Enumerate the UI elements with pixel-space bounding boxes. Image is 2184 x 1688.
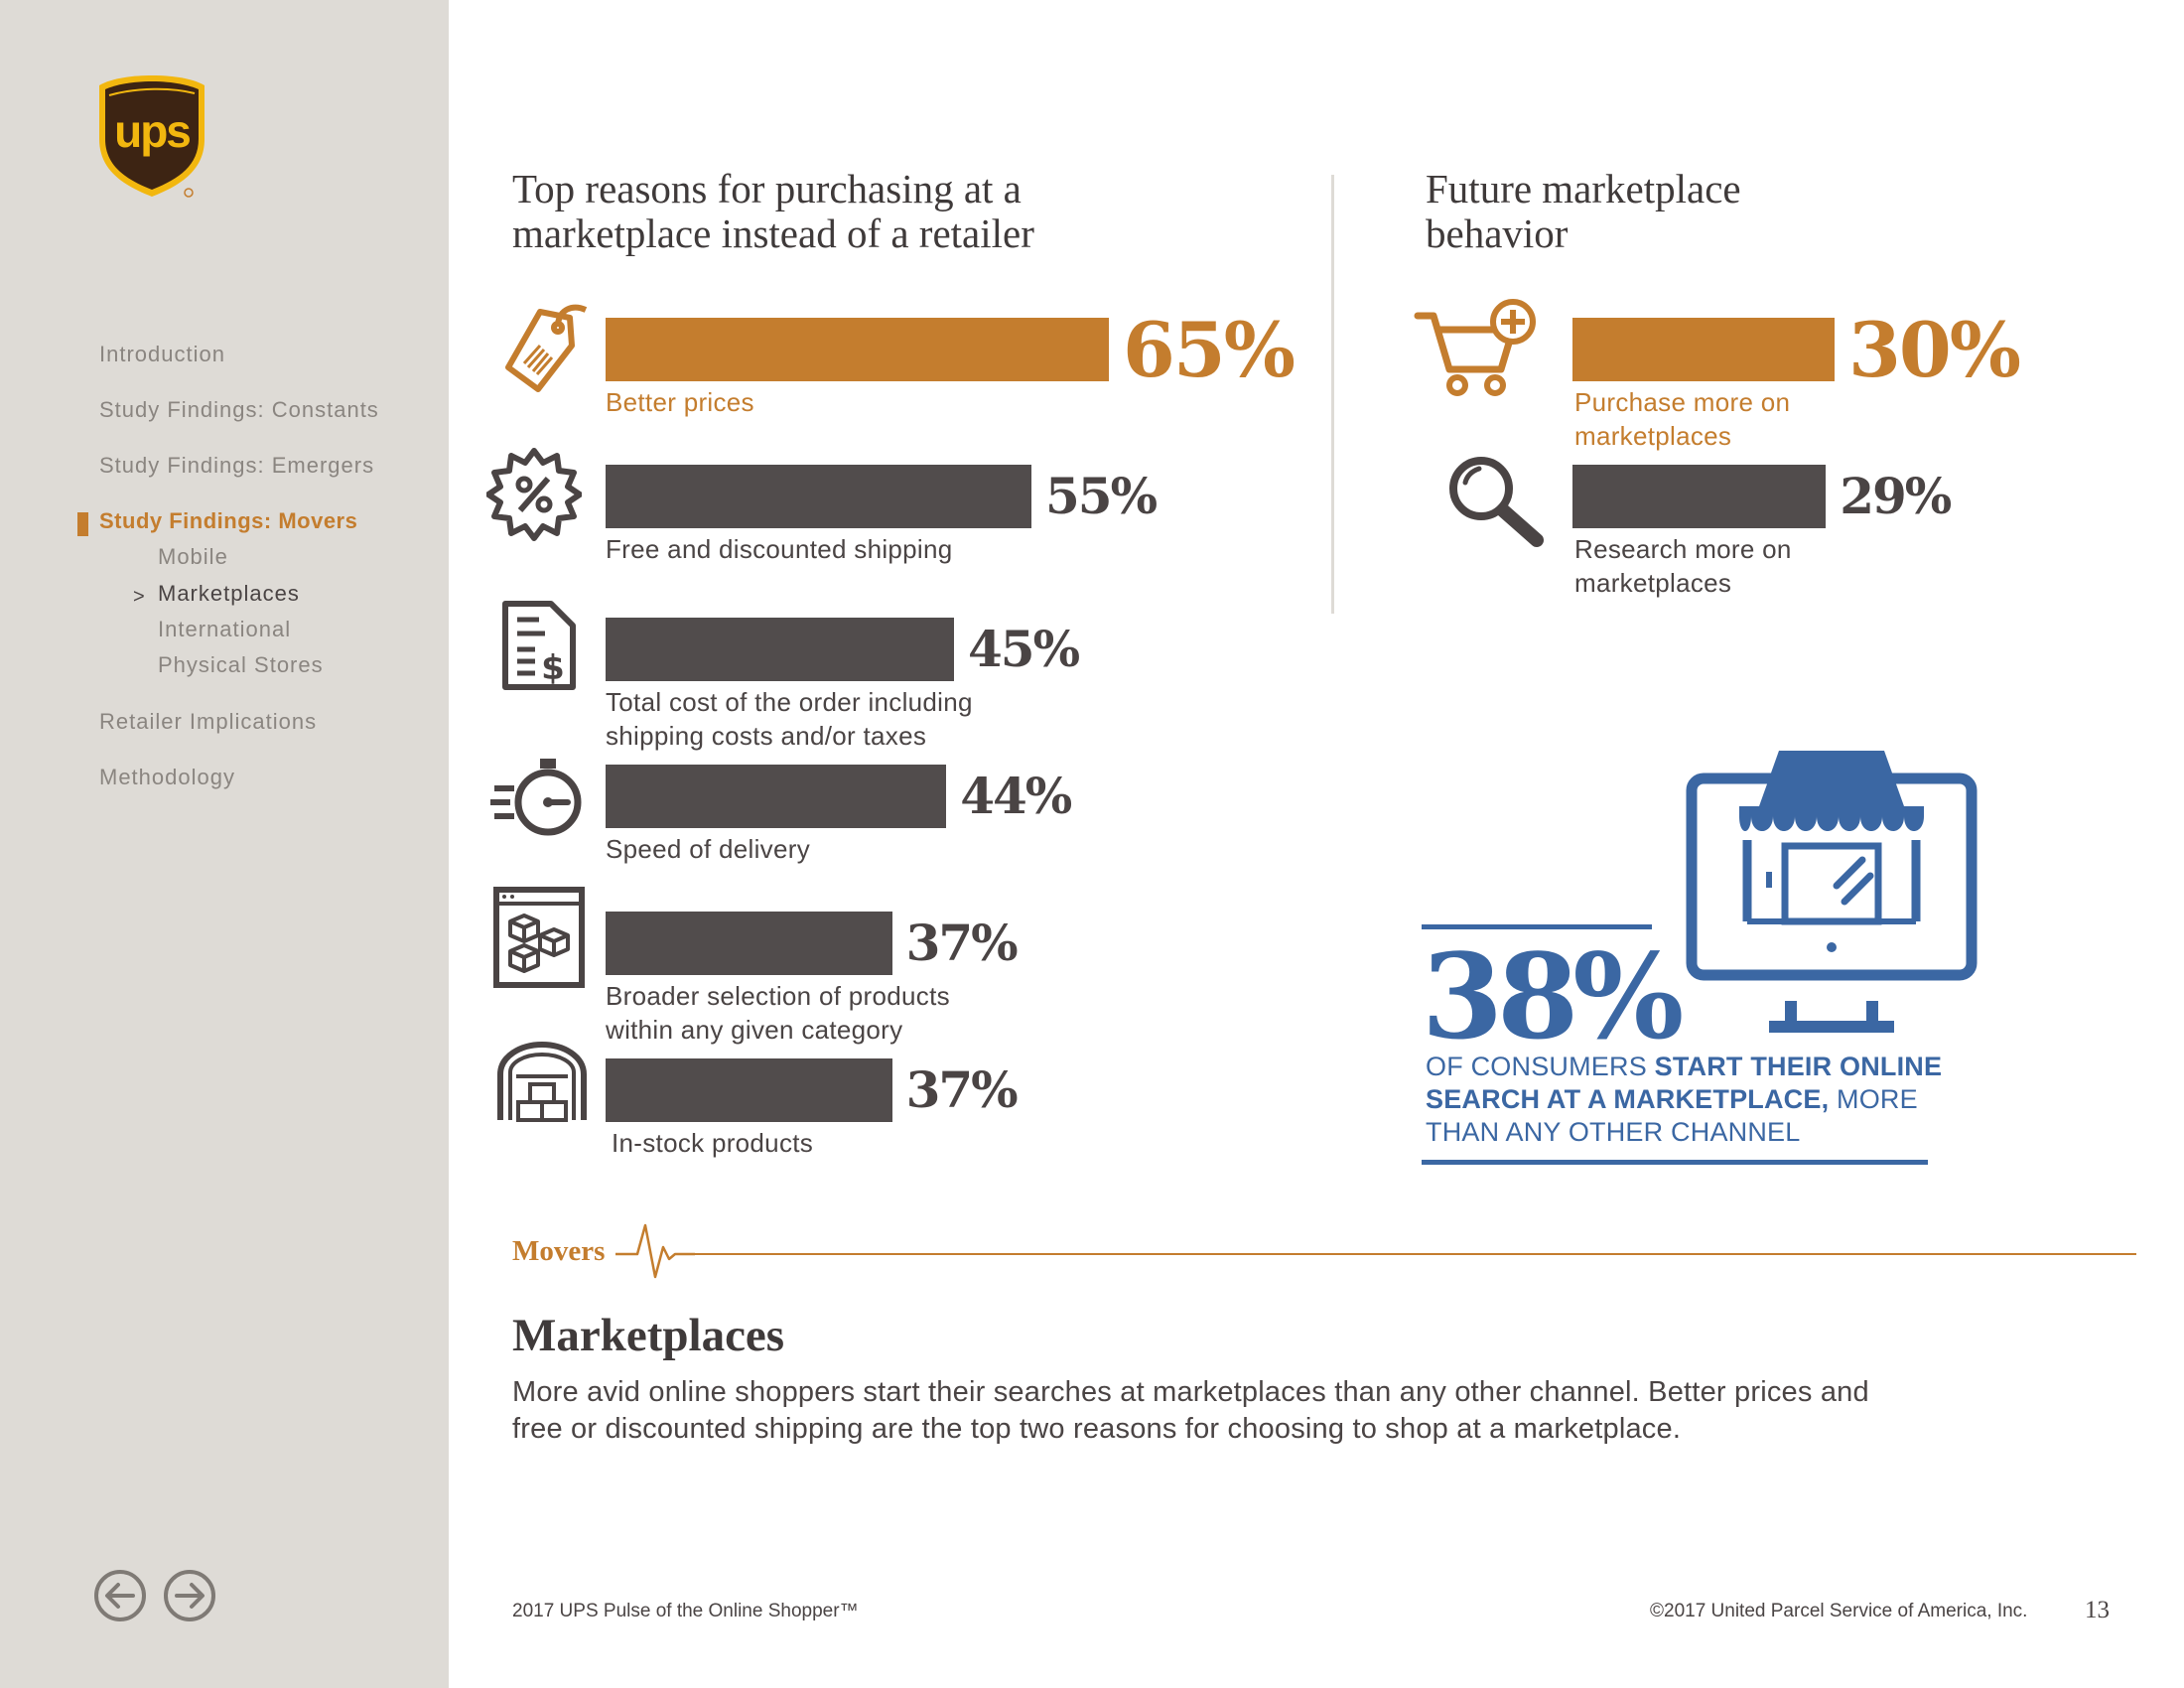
stat-text-pre: OF CONSUMERS xyxy=(1426,1052,1655,1081)
bar-right-1 xyxy=(1572,465,1827,528)
category-label-line: Speed of delivery xyxy=(606,834,811,864)
footer-copyright: ©2017 United Parcel Service of America, … xyxy=(1650,1601,2028,1621)
value-label-right-1: 29% xyxy=(1840,467,1952,525)
invoice-icon: $ xyxy=(502,601,576,690)
nav-methodology[interactable]: Methodology xyxy=(99,765,235,789)
category-label-right-0: Purchase more on marketplaces xyxy=(1574,385,1790,453)
stat-description: OF CONSUMERS START THEIR ONLINE SEARCH A… xyxy=(1426,1051,1962,1149)
storefront-monitor-icon xyxy=(1686,751,1978,1033)
left-chart-heading: Top reasons for purchasing at a marketpl… xyxy=(512,167,1034,256)
page-number: 13 xyxy=(2085,1597,2110,1623)
discount-badge-icon xyxy=(486,448,582,541)
bar-right-0 xyxy=(1572,318,1835,381)
category-label-line: Better prices xyxy=(606,387,754,417)
bar-left-4 xyxy=(606,912,892,975)
category-label-line: marketplaces xyxy=(1574,568,1732,598)
category-label-left-3: Speed of delivery xyxy=(606,832,810,866)
value-label-left-4: 37% xyxy=(905,914,1019,972)
column-divider xyxy=(1331,175,1334,614)
category-label-left-4: Broader selection of products within any … xyxy=(606,979,950,1047)
magnifier-icon xyxy=(1449,457,1544,547)
left-heading-line-1: Top reasons for purchasing at a xyxy=(512,166,1022,211)
nav-sub-physical-stores[interactable]: Physical Stores xyxy=(158,652,324,677)
bar-left-1 xyxy=(606,465,1031,528)
arrow-left-icon[interactable] xyxy=(93,1569,147,1622)
value-label-left-0: 65% xyxy=(1123,306,1296,394)
stat-value: 38% xyxy=(1422,927,1684,1065)
current-indicator: > xyxy=(133,586,145,608)
category-label-line: Total cost of the order including xyxy=(606,687,973,717)
page-body-text: More avid online shoppers start their se… xyxy=(512,1376,1869,1445)
value-label-left-1: 55% xyxy=(1045,467,1158,525)
ups-logo[interactable]: ups xyxy=(97,73,206,199)
boxes-icon xyxy=(493,887,585,988)
category-label-line: In-stock products xyxy=(612,1128,814,1158)
category-label-line: within any given category xyxy=(606,1015,903,1045)
value-label-left-3: 44% xyxy=(960,767,1072,825)
value-label-left-2: 45% xyxy=(968,620,1080,678)
category-label-left-1: Free and discounted shipping xyxy=(606,532,953,566)
nav-introduction[interactable]: Introduction xyxy=(99,342,225,366)
category-label-line: marketplaces xyxy=(1574,421,1732,451)
nav-movers[interactable]: Study Findings: Movers xyxy=(99,508,358,533)
cart-plus-icon xyxy=(1414,299,1536,396)
value-label-right-0: 30% xyxy=(1848,306,2021,394)
category-label-left-5: In-stock products xyxy=(612,1126,813,1160)
right-chart-heading: Future marketplace behavior xyxy=(1426,167,1741,256)
bar-left-3 xyxy=(606,765,947,828)
svg-text:$: $ xyxy=(541,648,565,688)
bar-left-0 xyxy=(606,318,1109,381)
stat-text-emphasis: START THEIR ONLINE SEARCH AT A MARKETPLA… xyxy=(1426,1052,1943,1114)
logo-text: ups xyxy=(114,105,190,157)
right-heading-line-2: behavior xyxy=(1426,211,1569,256)
stat-text-post: MORE THAN ANY OTHER CHANNEL xyxy=(1426,1084,1918,1147)
category-label-line: Purchase more on xyxy=(1574,387,1791,417)
stat-bottom-rule xyxy=(1422,1160,1928,1165)
nav-emergers[interactable]: Study Findings: Emergers xyxy=(99,453,375,478)
left-heading-line-2: marketplace instead of a retailer xyxy=(512,211,1034,256)
stat-top-rule xyxy=(1422,924,1652,929)
category-label-left-0: Better prices xyxy=(606,385,754,419)
nav-retailer-implications[interactable]: Retailer Implications xyxy=(99,709,318,734)
arrow-right-icon[interactable] xyxy=(163,1569,216,1622)
bar-left-5 xyxy=(606,1058,892,1122)
footer-publication: 2017 UPS Pulse of the Online Shopper™ xyxy=(512,1601,859,1621)
nav-sub-mobile[interactable]: Mobile xyxy=(158,544,228,569)
nav-sub-marketplaces[interactable]: Marketplaces xyxy=(158,581,300,606)
active-section-marker xyxy=(77,512,88,536)
right-heading-line-1: Future marketplace xyxy=(1426,166,1741,211)
stopwatch-icon xyxy=(490,759,582,836)
price-tag-icon xyxy=(505,304,588,392)
category-label-line: Free and discounted shipping xyxy=(606,534,953,564)
nav-constants[interactable]: Study Findings: Constants xyxy=(99,397,379,422)
section-label: Movers xyxy=(512,1235,606,1267)
category-label-left-2: Total cost of the order including shippin… xyxy=(606,685,973,753)
category-label-line: shipping costs and/or taxes xyxy=(606,721,927,751)
bar-left-2 xyxy=(606,618,954,681)
category-label-line: Broader selection of products xyxy=(606,981,950,1011)
category-label-right-1: Research more on marketplaces xyxy=(1574,532,1792,600)
sidebar: ups Introduction Study Findings: Constan… xyxy=(0,0,449,1688)
value-label-left-5: 37% xyxy=(905,1060,1019,1119)
category-label-line: Research more on xyxy=(1574,534,1792,564)
warehouse-icon xyxy=(497,1041,587,1122)
heartbeat-icon xyxy=(615,1223,695,1279)
nav-sub-international[interactable]: International xyxy=(158,617,292,641)
section-divider xyxy=(691,1253,2136,1255)
page-title: Marketplaces xyxy=(512,1310,785,1361)
